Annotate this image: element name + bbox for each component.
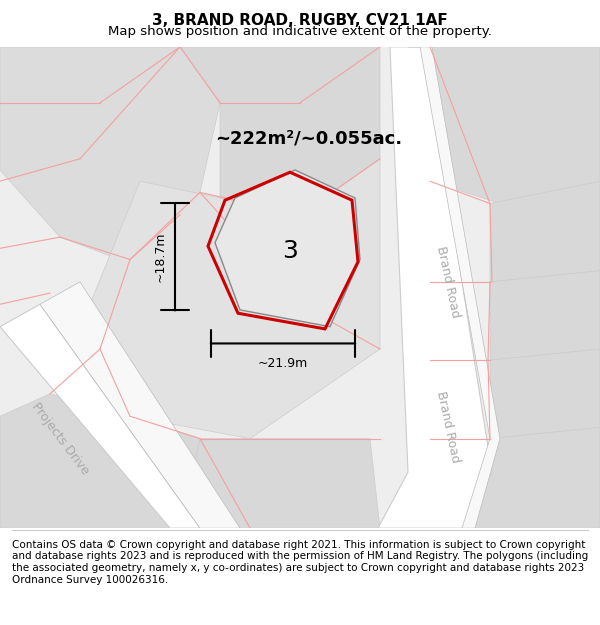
Polygon shape [490,349,600,439]
Polygon shape [0,394,200,528]
Text: Brand Road: Brand Road [434,245,462,319]
Polygon shape [408,47,500,528]
Polygon shape [180,47,380,215]
Text: Brand Road: Brand Road [434,391,462,464]
Polygon shape [378,47,492,528]
Polygon shape [40,282,240,528]
Text: Map shows position and indicative extent of the property.: Map shows position and indicative extent… [108,24,492,38]
Polygon shape [0,304,200,528]
Polygon shape [215,170,360,327]
Text: ~21.9m: ~21.9m [258,357,308,370]
Polygon shape [460,428,600,528]
Polygon shape [90,159,380,439]
Text: 3: 3 [282,239,298,262]
Polygon shape [0,47,220,259]
Text: Projects Drive: Projects Drive [29,400,91,477]
Polygon shape [490,271,600,360]
Polygon shape [180,439,380,528]
Polygon shape [420,47,600,204]
Text: ~222m²/~0.055ac.: ~222m²/~0.055ac. [215,129,402,148]
Text: 3, BRAND ROAD, RUGBY, CV21 1AF: 3, BRAND ROAD, RUGBY, CV21 1AF [152,13,448,28]
Text: ~18.7m: ~18.7m [154,231,167,282]
Text: Contains OS data © Crown copyright and database right 2021. This information is : Contains OS data © Crown copyright and d… [12,540,588,584]
Polygon shape [490,181,600,282]
